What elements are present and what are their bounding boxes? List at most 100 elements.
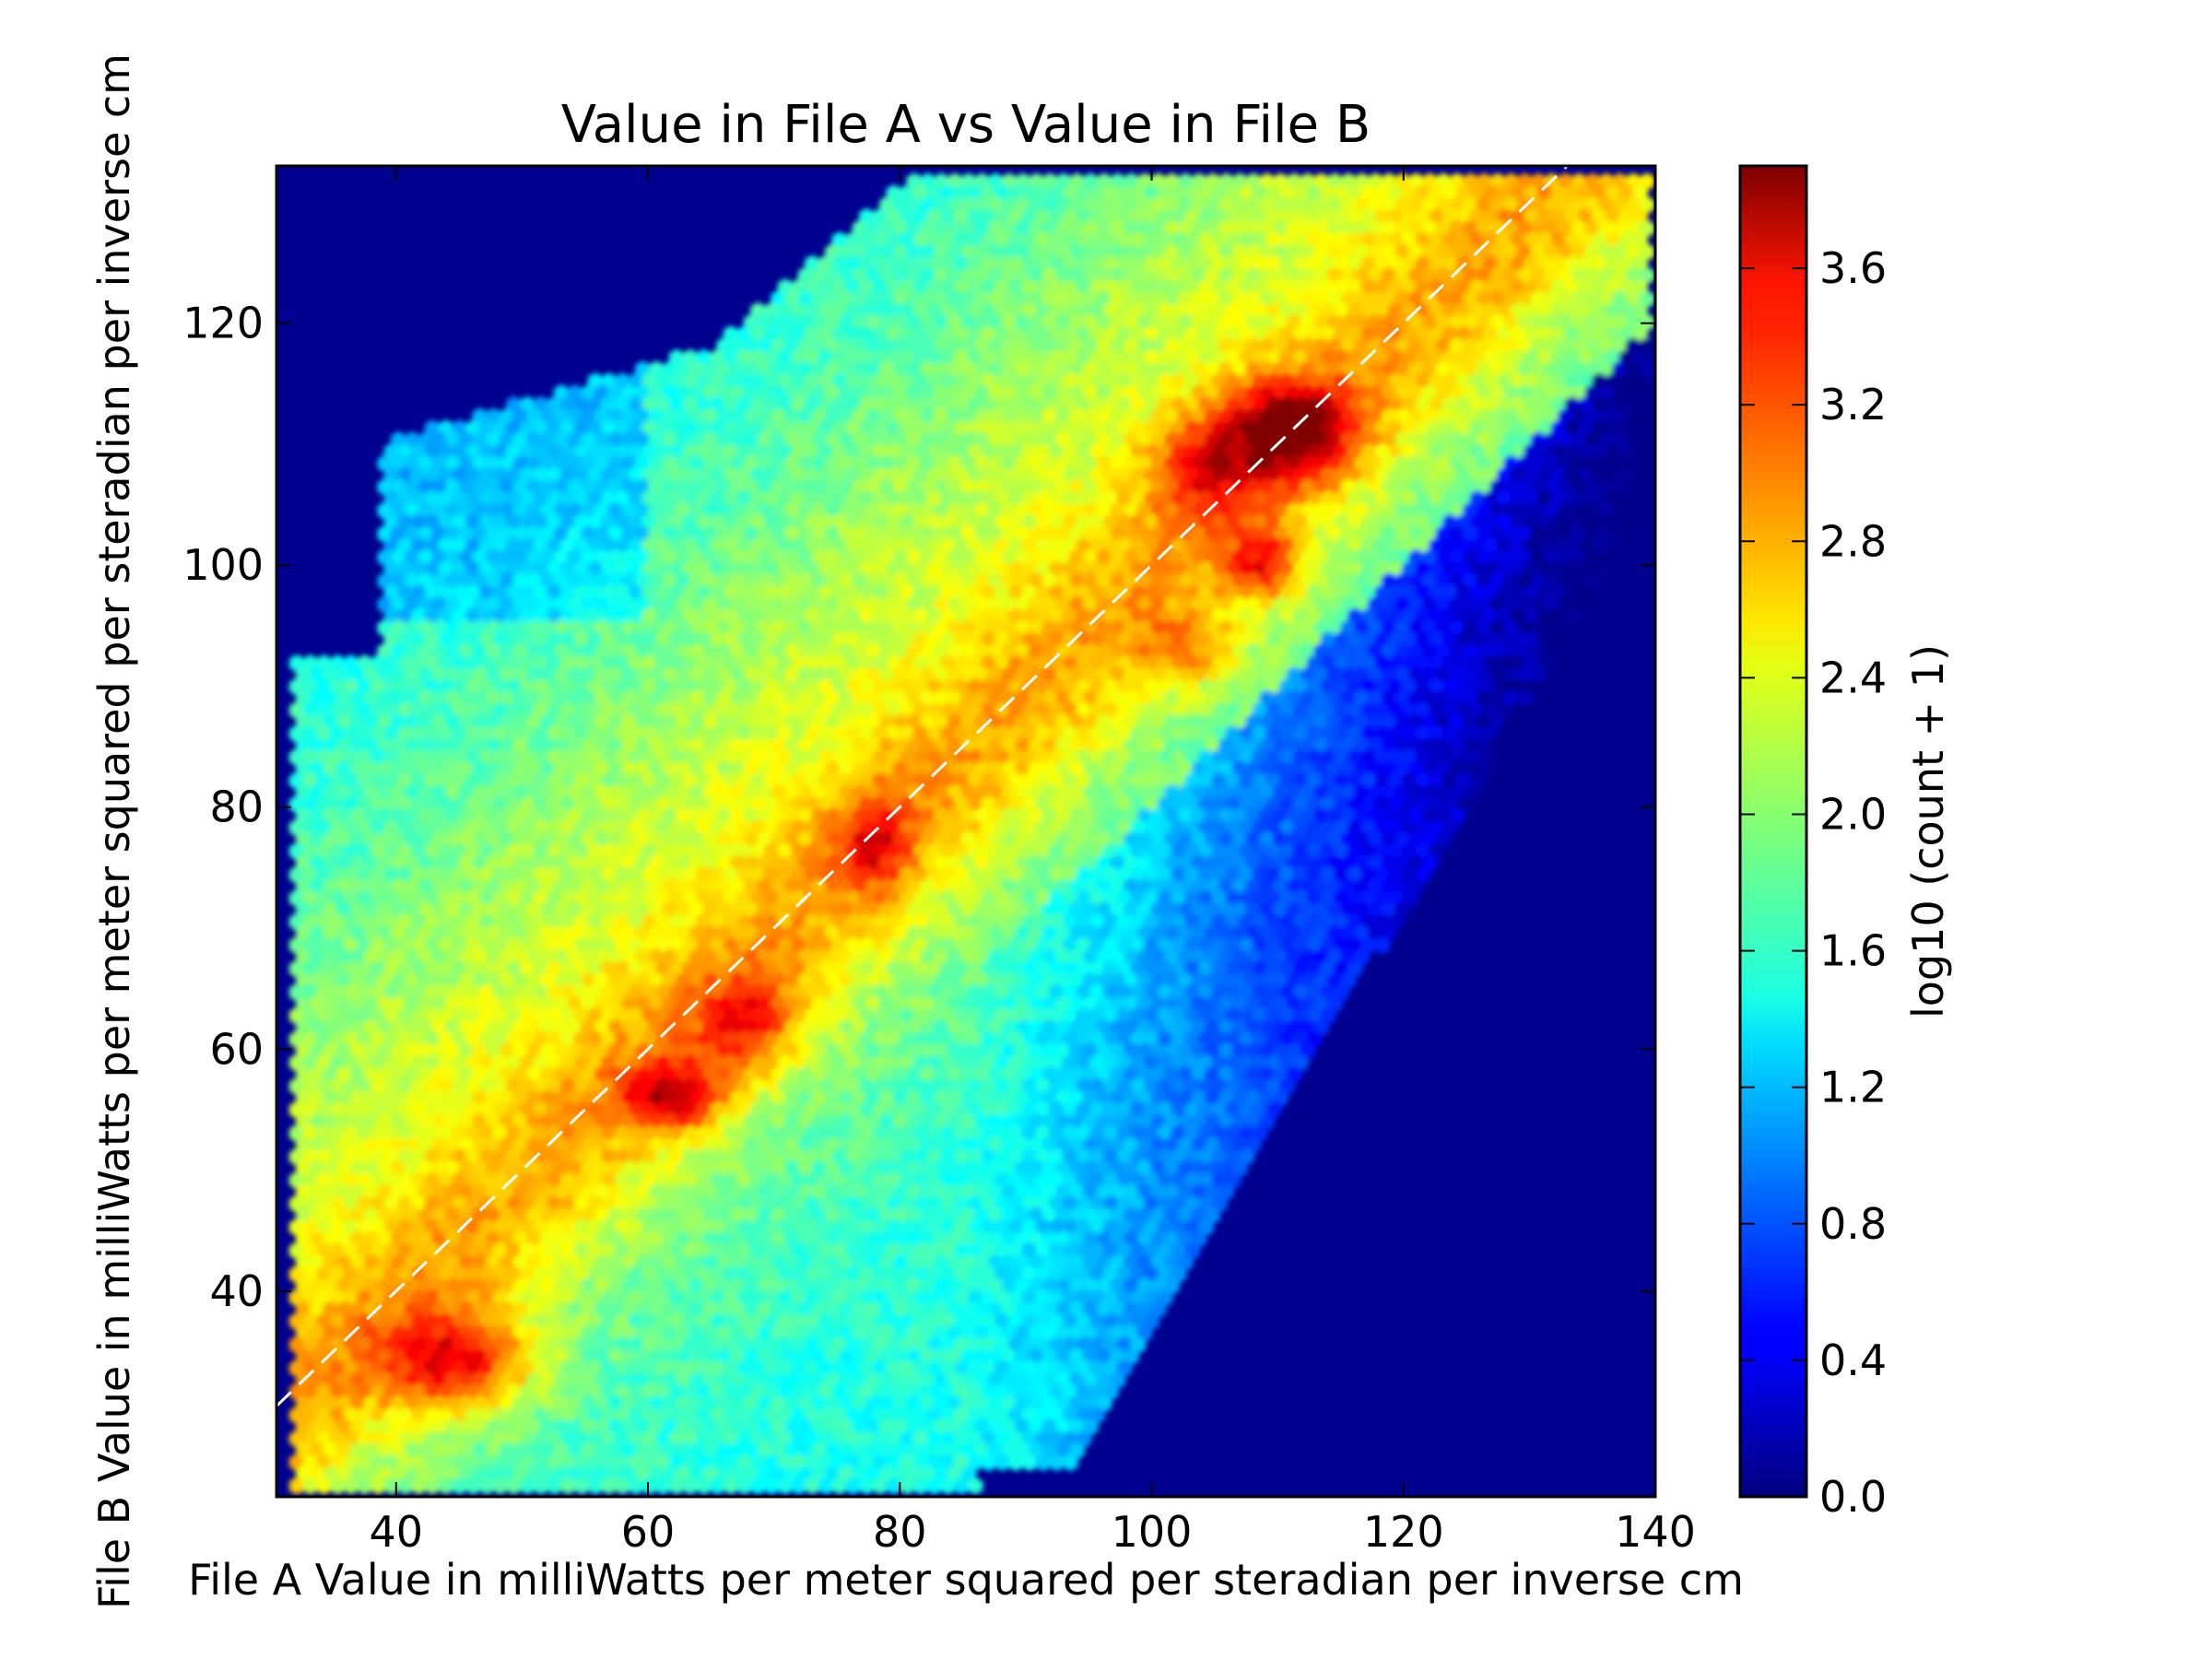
hexbin-cell <box>1015 336 1031 356</box>
hexbin-cell <box>1164 219 1181 238</box>
hexbin-cell <box>947 383 963 403</box>
hexbin-cell <box>1164 383 1181 403</box>
hexbin-cell <box>1354 242 1371 262</box>
hexbin-cell <box>1082 313 1099 332</box>
hexbin-cell <box>1422 266 1438 285</box>
hexbin-cell <box>1306 184 1323 203</box>
hexbin-cell <box>1388 372 1404 391</box>
hexbin-cell <box>1211 278 1228 297</box>
hexbin-cell <box>1157 184 1173 203</box>
hexbin-cell <box>1144 207 1159 226</box>
hexbin-cell <box>947 360 963 379</box>
hexbin-cell <box>1245 172 1262 191</box>
hexbin-cell <box>900 395 915 414</box>
hexbin-cell <box>1625 383 1641 403</box>
hexbin-cell <box>1368 313 1383 332</box>
hexbin-cell <box>1089 254 1106 273</box>
hexbin-cell <box>716 383 733 403</box>
hexbin-cell <box>1313 219 1329 238</box>
hexbin-cell <box>1178 383 1194 403</box>
hexbin-cell <box>1055 289 1072 309</box>
hexbin-cell <box>1205 336 1221 356</box>
hexbin-cell <box>1069 266 1085 285</box>
hexbin-cell <box>1584 360 1601 379</box>
hexbin-cell <box>1144 372 1159 391</box>
hexbin-cell <box>1191 242 1207 262</box>
hexbin-cell <box>1015 172 1031 191</box>
hexbin-cell <box>920 266 936 285</box>
hexbin-cell <box>967 372 983 391</box>
hexbin-cell <box>1218 219 1234 238</box>
hexbin-cell <box>1564 395 1581 414</box>
hexbin-cell <box>1198 184 1214 203</box>
hexbin-cell <box>1598 266 1615 285</box>
hexbin-cell <box>1164 289 1181 309</box>
hexbin-cell <box>987 172 1004 191</box>
hexbin-cell <box>967 301 983 320</box>
hexbin-cell <box>1489 313 1506 332</box>
hexbin-cell <box>1124 313 1139 332</box>
hexbin-cell <box>1435 195 1452 215</box>
hexbin-cell <box>1381 313 1397 332</box>
hexbin-cell <box>1340 195 1357 215</box>
hexbin-cell <box>825 360 841 379</box>
hexbin-cell <box>1334 184 1350 203</box>
hexbin-cell <box>1368 336 1383 356</box>
hexbin-cell <box>1218 313 1234 332</box>
hexbin-cell <box>1517 289 1533 309</box>
hexbin-cell <box>987 289 1004 309</box>
hexbin-cell <box>1639 336 1655 356</box>
hexbin-cell <box>1096 336 1112 356</box>
hexbin-cell <box>1218 195 1234 215</box>
hexbin-cell <box>892 289 909 309</box>
hexbin-cell <box>1632 348 1648 367</box>
hexbin-cell <box>1273 242 1288 262</box>
hexbin-cell <box>852 383 868 403</box>
hexbin-cell <box>1184 207 1201 226</box>
hexbin-cell <box>1463 313 1478 332</box>
hexbin-cell <box>865 266 882 285</box>
hexbin-cell <box>730 383 746 403</box>
hexbin-cell <box>1231 360 1248 379</box>
hexbin-cell <box>1259 289 1276 309</box>
hexbin-cell <box>1503 242 1520 262</box>
hexbin-cell <box>1178 407 1194 426</box>
hexbin-cell <box>879 242 895 262</box>
hexbin-cell <box>892 383 909 403</box>
hexbin-cell <box>1530 407 1547 426</box>
hexbin-cell <box>1164 242 1181 262</box>
hexbin-cell <box>1231 266 1248 285</box>
hexbin-cell <box>1124 172 1139 191</box>
hexbin-cell <box>1015 360 1031 379</box>
hexbin-cell <box>1103 184 1119 203</box>
hexbin-cell <box>1150 195 1167 215</box>
hexbin-cell <box>1320 207 1336 226</box>
hexbin-cell <box>865 360 882 379</box>
hexbin-cell <box>1429 207 1445 226</box>
hexbin-cell <box>1497 184 1512 203</box>
hexbin-cell <box>771 313 787 332</box>
hexbin-cell <box>1571 172 1587 191</box>
hexbin-cell <box>1178 242 1194 262</box>
hexbin-cell <box>1150 407 1167 426</box>
hexbin-cell <box>1618 207 1635 226</box>
hexbin-cell <box>1313 313 1329 332</box>
hexbin-cell <box>987 383 1004 403</box>
hexbin-cell <box>1259 172 1276 191</box>
hexbin-cell <box>1021 254 1038 273</box>
hexbin-cell <box>934 242 949 262</box>
hexbin-cell <box>1354 313 1371 332</box>
hexbin-cell <box>1049 184 1065 203</box>
hexbin-cell <box>1598 336 1615 356</box>
hexbin-cell <box>1422 336 1438 356</box>
hexbin-cell <box>1286 383 1302 403</box>
hexbin-cell <box>1340 407 1357 426</box>
hexbin-cell <box>1571 289 1587 309</box>
hexbin-cell <box>1408 242 1425 262</box>
hexbin-cell <box>1001 219 1018 238</box>
hexbin-cell <box>1625 219 1641 238</box>
hexbin-cell <box>1354 407 1371 426</box>
hexbin-cell <box>892 407 909 426</box>
hexbin-cell <box>934 172 949 191</box>
hexbin-cell <box>1313 336 1329 356</box>
